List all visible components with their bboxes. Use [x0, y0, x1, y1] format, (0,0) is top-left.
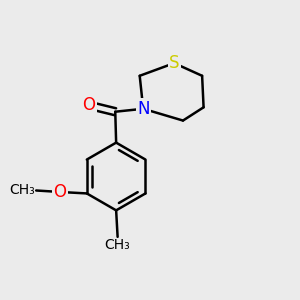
Text: CH₃: CH₃: [105, 238, 130, 252]
Text: O: O: [53, 183, 66, 201]
Text: CH₃: CH₃: [9, 184, 35, 197]
Text: O: O: [82, 96, 95, 114]
Text: S: S: [169, 54, 179, 72]
Text: N: N: [137, 100, 149, 118]
